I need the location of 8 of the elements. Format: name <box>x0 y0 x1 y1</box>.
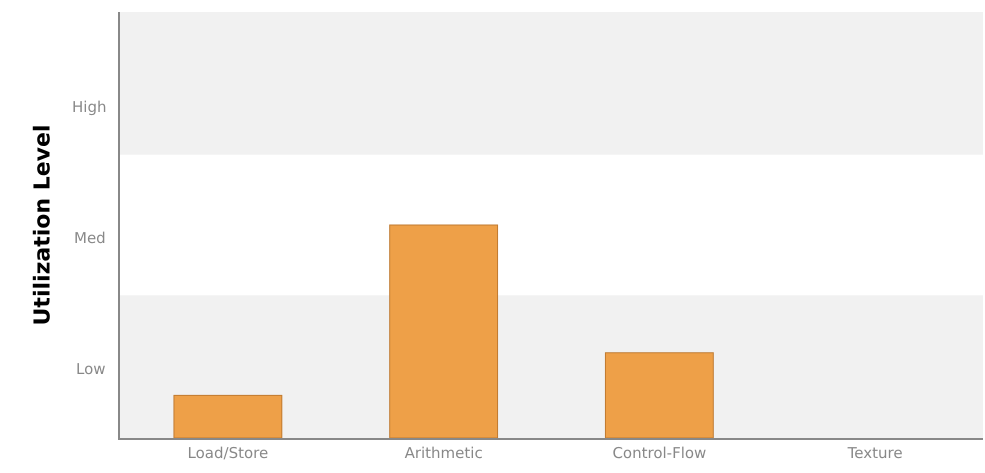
text: Low <box>76 360 106 378</box>
x-tick-label: Load/Store <box>188 444 268 462</box>
x-tick-label: Texture <box>846 444 903 462</box>
text: High <box>72 98 106 116</box>
text: Med <box>74 229 106 247</box>
x-tick-label: Control-Flow <box>612 444 706 462</box>
x-tick-label: Arithmetic <box>404 444 483 462</box>
y-axis-title: Utilization Level <box>30 124 56 326</box>
